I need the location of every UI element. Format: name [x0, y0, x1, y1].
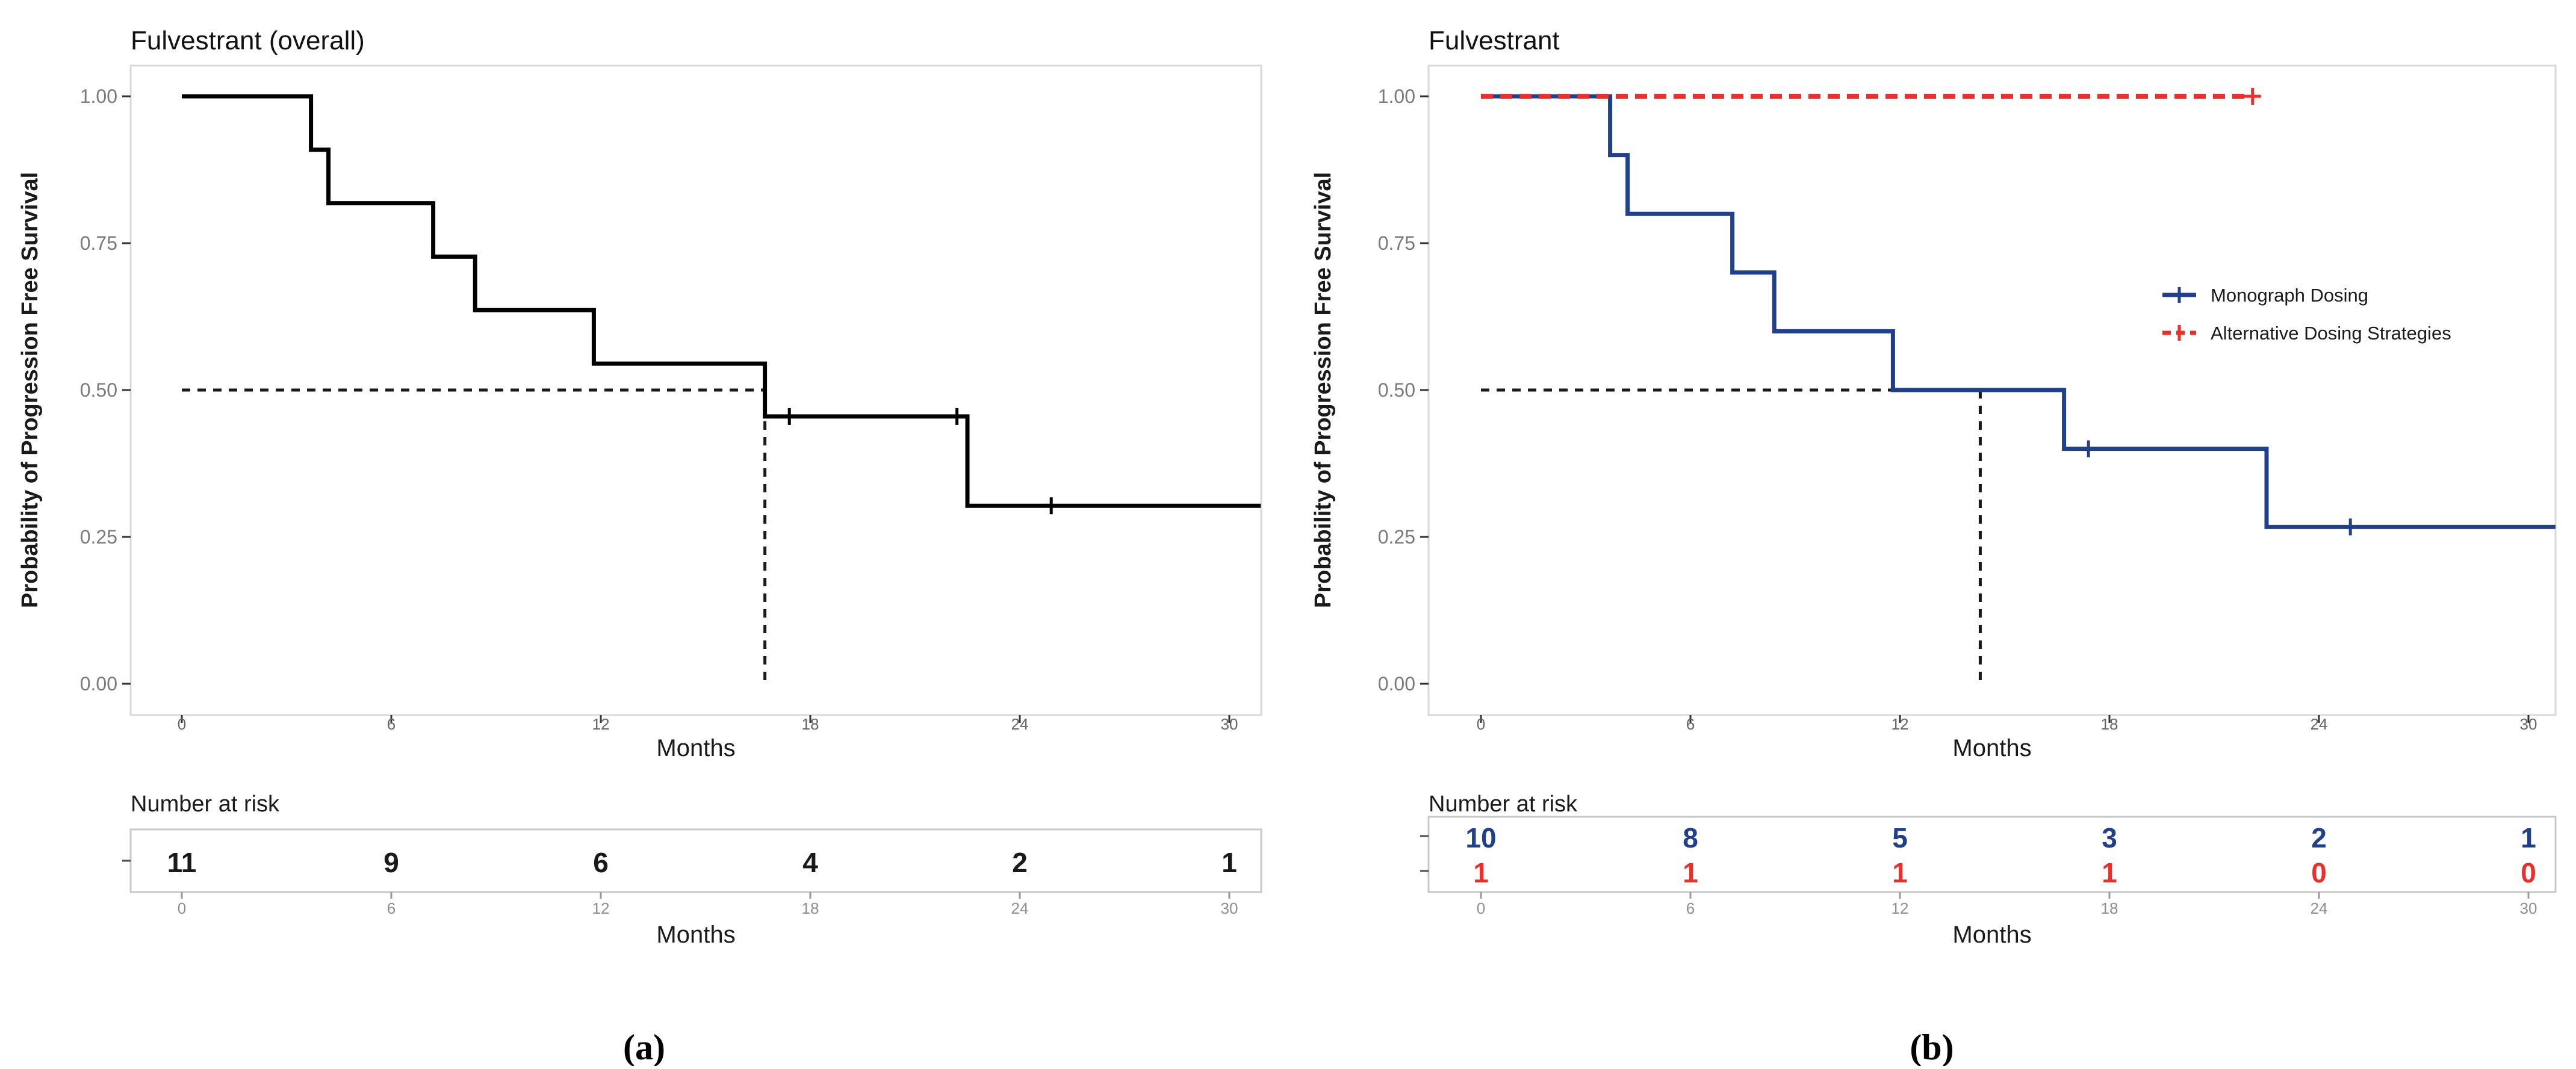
panel-a: Fulvestrant (overall) Probability of Pro…: [0, 0, 1288, 1067]
risk-value: 1: [1892, 857, 1908, 888]
panel-b-svg: Fulvestrant Probability of Progression F…: [1311, 26, 2557, 1067]
risk-value: 1: [1473, 857, 1489, 888]
x-tick-label: 12: [592, 715, 610, 733]
risk-x-tick-label: 30: [1221, 899, 1238, 917]
risk-value: 0: [2311, 857, 2327, 888]
survival-curves: [1481, 94, 2556, 529]
y-axis-title: Probability of Progression Free Survival: [17, 172, 43, 608]
censor-marks: [2087, 88, 2352, 536]
x-tick-label: 18: [2101, 715, 2118, 733]
x-axis-ticks: 0 6 12 18 24 30: [178, 715, 1238, 733]
risk-value: 1: [1221, 847, 1237, 878]
x-axis-title: Months: [656, 735, 735, 761]
risk-value: 9: [383, 847, 399, 878]
survival-curve-monograph-dosing: [1481, 94, 2556, 529]
number-at-risk-header: Number at risk: [131, 792, 280, 817]
y-tick-label: 0.00: [1378, 673, 1415, 695]
x-axis-ticks: 0 6 12 18 24 30: [1477, 715, 2537, 733]
median-lines: [1481, 388, 1982, 684]
x-tick-label: 12: [1892, 715, 1909, 733]
x-tick-label: 30: [2520, 715, 2537, 733]
risk-value: 6: [593, 847, 609, 878]
survival-curves: [182, 94, 1261, 508]
risk-x-tick-label: 18: [2101, 899, 2118, 917]
median-lines: [182, 388, 767, 684]
number-at-risk-header: Number at risk: [1429, 792, 1578, 817]
x-tick-label: 6: [1686, 715, 1695, 733]
risk-value: 2: [2311, 822, 2327, 854]
x-axis-title: Months: [1952, 735, 2031, 761]
caption-a: (a): [623, 1027, 665, 1066]
risk-x-axis-title: Months: [1952, 922, 2031, 948]
risk-x-tick-label: 12: [592, 899, 610, 917]
y-tick-label: 0.75: [80, 232, 117, 254]
risk-value: 0: [2521, 857, 2536, 888]
risk-x-tick-label: 30: [2520, 899, 2537, 917]
panel-a-svg: Fulvestrant (overall) Probability of Pro…: [17, 26, 1262, 1067]
risk-table-values: 11 9 6 4 2 1: [122, 847, 1237, 878]
risk-table-box: [1427, 816, 2557, 893]
risk-x-tick-label: 6: [1686, 899, 1695, 917]
risk-value: 1: [2521, 822, 2536, 854]
x-tick-label: 0: [178, 715, 186, 733]
risk-axis-ticks: 0 6 12 18 24 30: [178, 892, 1238, 917]
chart-title: Fulvestrant: [1429, 26, 1560, 55]
y-tick-label: 0.25: [1378, 526, 1415, 548]
y-tick-label: 1.00: [1378, 85, 1415, 107]
y-axis-title: Probability of Progression Free Survival: [1311, 172, 1336, 608]
risk-value: 10: [1465, 822, 1496, 854]
risk-table-values: 10 8 5 3 2 11 1 1 1 0 0: [1420, 822, 2536, 888]
risk-value: 11: [167, 847, 197, 878]
survival-curve-fulvestrant-overall: [182, 94, 1261, 508]
risk-x-axis-title: Months: [656, 922, 735, 948]
risk-x-tick-label: 0: [178, 899, 186, 917]
x-tick-label: 24: [2311, 715, 2328, 733]
plot-panel: [129, 64, 1262, 716]
legend-label: Alternative Dosing Strategies: [2211, 323, 2451, 344]
risk-x-tick-label: 24: [2311, 899, 2328, 917]
y-tick-label: 0.50: [80, 379, 117, 401]
risk-value: 1: [1683, 857, 1698, 888]
risk-value: 8: [1683, 822, 1698, 854]
y-tick-label: 0.75: [1378, 232, 1415, 254]
x-tick-label: 0: [1477, 715, 1485, 733]
y-tick-label: 0.50: [1378, 379, 1415, 401]
risk-axis-ticks: 0 6 12 18 24 30: [1477, 892, 2537, 917]
risk-table-box: [129, 828, 1262, 893]
legend: Monograph Dosing Alternative Dosing Strat…: [2162, 285, 2451, 344]
risk-x-tick-label: 0: [1477, 899, 1485, 917]
panel-b: Fulvestrant Probability of Progression F…: [1288, 0, 2576, 1067]
risk-value: 2: [1012, 847, 1028, 878]
risk-value: 3: [2102, 822, 2117, 854]
x-tick-label: 24: [1011, 715, 1029, 733]
x-tick-label: 18: [802, 715, 819, 733]
x-tick-label: 30: [1221, 715, 1238, 733]
risk-value: 1: [2102, 857, 2117, 888]
risk-x-tick-label: 24: [1011, 899, 1029, 917]
y-axis-ticks: 0.00 0.25 0.50 0.75 1.00: [1378, 85, 1429, 695]
y-axis-ticks: 0.00 0.25 0.50 0.75 1.00: [80, 85, 131, 695]
y-tick-label: 0.00: [80, 673, 117, 695]
risk-x-tick-label: 18: [802, 899, 819, 917]
legend-label: Monograph Dosing: [2211, 285, 2368, 306]
y-tick-label: 1.00: [80, 85, 117, 107]
risk-value: 5: [1892, 822, 1908, 854]
x-tick-label: 6: [387, 715, 396, 733]
risk-value: 4: [802, 847, 818, 878]
risk-x-tick-label: 12: [1892, 899, 1909, 917]
censor-marks: [787, 407, 1053, 515]
chart-title: Fulvestrant (overall): [131, 26, 365, 55]
caption-b: (b): [1910, 1027, 1954, 1066]
risk-x-tick-label: 6: [387, 899, 396, 917]
y-tick-label: 0.25: [80, 526, 117, 548]
